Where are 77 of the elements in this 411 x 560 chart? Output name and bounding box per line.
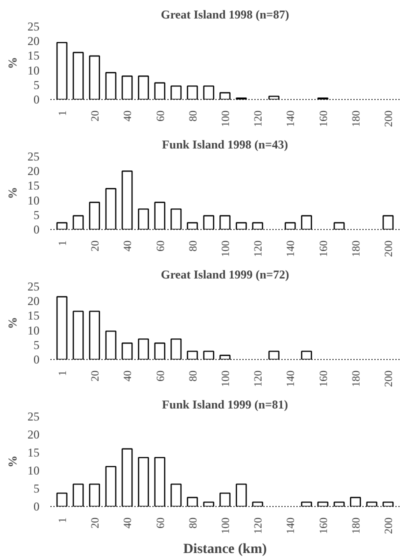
x-tick-label: 120 [252,240,265,257]
x-tick-label: 140 [285,370,298,387]
x-tick-label: 200 [383,240,396,257]
chart-title: Great Island 1999 (n=72) [160,268,290,282]
y-tick-label: 25 [28,280,40,294]
x-tick-label: 200 [383,370,396,387]
x-tick-label: 80 [187,370,200,382]
y-axis-title: % [6,57,20,69]
y-axis-title: % [6,456,20,468]
y-tick-label: 25 [28,20,40,34]
y-tick-label: 5 [34,482,40,496]
y-tick-label: 5 [34,208,40,222]
y-tick-label: 20 [28,164,40,178]
x-tick-label: 60 [154,517,167,528]
x-tick-label: 60 [154,370,167,382]
x-tick-label: 200 [383,110,396,127]
x-tick-label: 160 [318,110,330,127]
y-tick-label: 25 [28,150,40,164]
x-tick-label: 20 [90,370,102,382]
x-tick-label: 20 [90,240,102,252]
x-tick-label: 160 [318,240,330,257]
x-tick-label: 80 [187,240,200,252]
x-tick-label: 40 [122,517,134,528]
x-tick-label: 80 [187,517,200,528]
y-tick-label: 10 [28,63,40,78]
y-tick-label: 20 [28,294,40,308]
y-tick-label: 5 [34,78,40,92]
y-tick-label: 5 [34,338,40,352]
y-tick-label: 15 [28,446,40,460]
chart-title: Great Island 1998 (n=87) [160,8,290,22]
x-tick-label: 80 [187,110,200,122]
y-tick-label: 0 [34,222,40,236]
x-tick-label: 140 [285,110,298,127]
y-tick-label: 0 [34,92,40,106]
x-tick-label: 1 [56,110,69,116]
x-tick-label: 200 [383,517,396,534]
x-tick-label: 1 [56,518,69,523]
y-tick-label: 15 [28,178,40,193]
x-tick-label: 60 [154,110,167,122]
y-tick-label: 15 [28,308,40,323]
x-tick-label: 100 [220,370,232,387]
x-tick-label: 180 [350,110,362,127]
x-tick-label: 20 [90,517,102,528]
y-tick-label: 10 [28,464,40,478]
chart-title: Funk Island 1998 (n=43) [162,138,288,152]
y-tick-label: 10 [28,323,40,338]
x-tick-label: 160 [318,370,330,387]
x-tick-label: 100 [220,517,232,534]
x-tick-label: 140 [285,240,298,257]
x-tick-label: 180 [350,517,362,534]
y-axis-title: % [6,317,20,329]
y-tick-label: 20 [28,428,40,442]
x-tick-label: 120 [252,517,265,534]
x-tick-label: 100 [220,240,232,257]
x-tick-label: 140 [285,517,298,534]
y-tick-label: 20 [28,34,40,48]
y-tick-label: 15 [28,48,40,63]
chart-title: Funk Island 1999 (n=81) [162,398,288,412]
x-tick-label: 120 [252,110,265,127]
x-tick-label: 120 [252,370,265,387]
x-tick-label: 100 [220,110,232,127]
x-tick-label: 60 [154,240,167,252]
x-tick-label: 40 [122,110,134,122]
y-tick-label: 0 [34,500,40,514]
x-tick-label: 20 [90,110,102,122]
x-tick-label: 180 [350,370,362,387]
x-tick-label: 1 [56,240,69,246]
x-tick-label: 180 [350,240,362,257]
y-axis-title: % [6,187,20,199]
y-tick-label: 0 [34,352,40,366]
x-tick-label: 40 [122,240,134,252]
x-tick-label: 160 [318,517,330,534]
y-tick-label: 10 [28,193,40,208]
x-axis-title: Distance (km) [183,542,268,557]
y-tick-label: 25 [28,410,40,424]
x-tick-label: 1 [56,370,69,376]
x-tick-label: 40 [122,370,134,382]
